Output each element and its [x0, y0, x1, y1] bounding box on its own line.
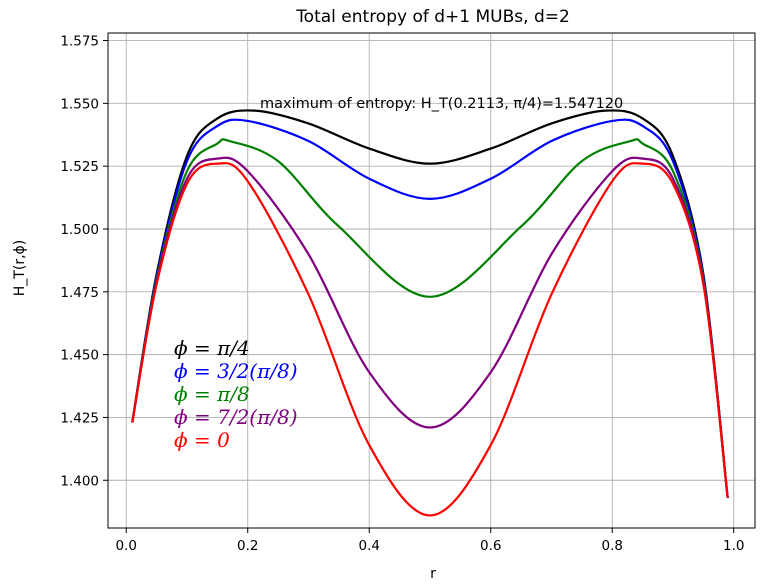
x-tick-label: 0.6 — [480, 538, 501, 554]
x-tick-label: 0.2 — [237, 538, 258, 554]
y-tick-label: 1.450 — [60, 348, 99, 364]
x-tick-label: 0.8 — [601, 538, 622, 554]
y-axis-label: H_T(r,ϕ) — [12, 240, 28, 296]
grid — [108, 33, 755, 528]
x-tick-label: 0.0 — [115, 538, 136, 554]
chart-title: Total entropy of d+1 MUBs, d=2 — [295, 7, 570, 27]
series-line-3 — [131, 156, 729, 498]
max-entropy-annotation: maximum of entropy: H_T(0.2113, π/4)=1.5… — [260, 96, 623, 112]
plot-frame — [107, 32, 756, 529]
series-line-0 — [131, 109, 729, 498]
series-line-2 — [131, 138, 729, 498]
axis-ticks: 0.0 0.2 0.4 0.6 0.8 1.0 1.400 1.425 1.450 1.475 1.… — [60, 34, 744, 554]
legend-entry-4: ϕ = 0 — [174, 428, 230, 452]
series-line-4 — [131, 162, 729, 517]
series-lines — [131, 109, 729, 517]
y-tick-label: 1.550 — [60, 96, 99, 112]
legend-entry-1: ϕ = 3/2(π/8) — [174, 359, 298, 383]
y-tick-label: 1.425 — [60, 410, 99, 426]
legend-entry-3: ϕ = 7/2(π/8) — [174, 405, 298, 429]
x-tick-label: 0.4 — [358, 538, 379, 554]
legend-entry-2: ϕ = π/8 — [174, 382, 250, 406]
y-tick-label: 1.500 — [60, 222, 99, 238]
y-tick-label: 1.575 — [60, 34, 99, 50]
x-axis-label: r — [430, 566, 436, 582]
y-tick-label: 1.475 — [60, 285, 99, 301]
y-tick-label: 1.525 — [60, 159, 99, 175]
legend: ϕ = π/4ϕ = 3/2(π/8)ϕ = π/8ϕ = 7/2(π/8)ϕ … — [174, 336, 298, 452]
series-line-1 — [131, 118, 729, 498]
x-tick-label: 1.0 — [723, 538, 744, 554]
legend-entry-0: ϕ = π/4 — [174, 336, 250, 360]
y-tick-label: 1.400 — [60, 473, 99, 489]
